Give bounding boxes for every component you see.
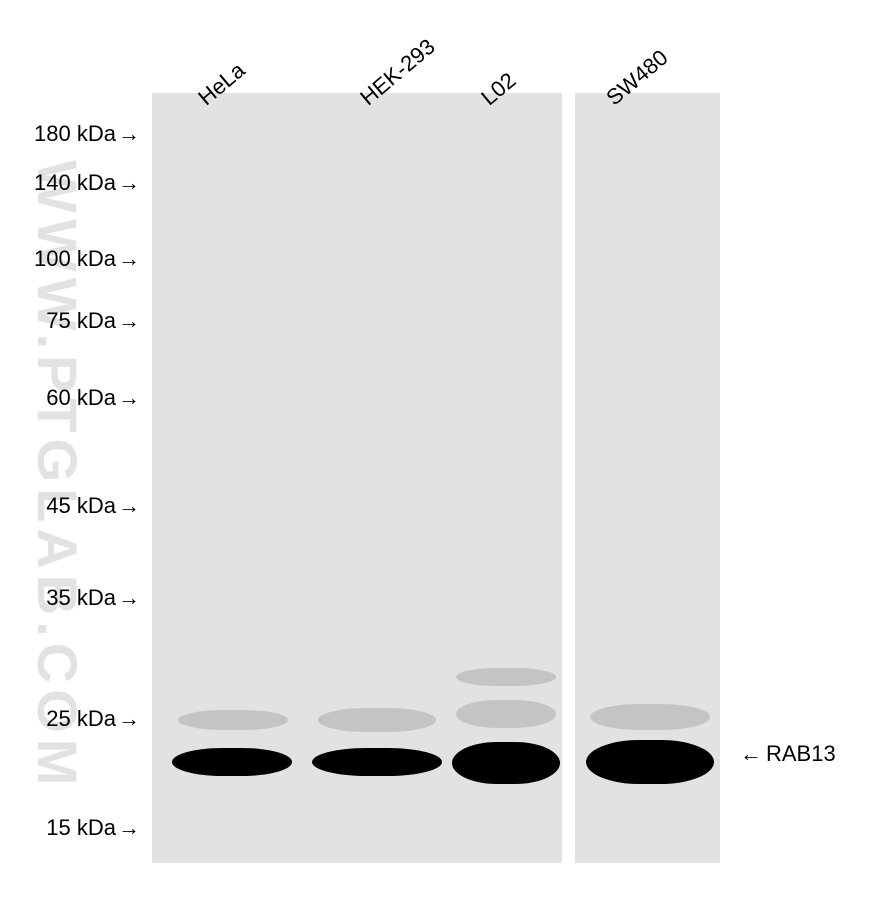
blot-band-faint: [178, 710, 288, 730]
target-name: RAB13: [766, 741, 836, 766]
arrow-right-icon: →: [118, 308, 140, 334]
mw-marker-label: 35 kDa→: [46, 585, 140, 611]
mw-marker-label: 60 kDa→: [46, 385, 140, 411]
figure-container: WWW.PTGLAB.COM 180 kDa→140 kDa→100 kDa→7…: [0, 0, 880, 903]
blot-band-faint: [456, 668, 556, 686]
arrow-right-icon: →: [118, 246, 140, 272]
arrow-right-icon: →: [118, 706, 140, 732]
blot-band-faint: [456, 700, 556, 728]
blot-band: [452, 742, 560, 784]
mw-marker-text: 75 kDa: [46, 308, 116, 333]
arrow-right-icon: →: [118, 121, 140, 147]
mw-marker-text: 180 kDa: [34, 121, 116, 146]
target-arrow-icon: ←: [740, 741, 762, 766]
mw-marker-label: 100 kDa→: [34, 246, 140, 272]
arrow-right-icon: →: [118, 385, 140, 411]
blot-band: [172, 748, 292, 776]
mw-marker-label: 180 kDa→: [34, 121, 140, 147]
mw-marker-label: 75 kDa→: [46, 308, 140, 334]
mw-marker-text: 140 kDa: [34, 170, 116, 195]
mw-marker-text: 60 kDa: [46, 385, 116, 410]
mw-marker-text: 100 kDa: [34, 246, 116, 271]
blot-band-faint: [590, 704, 710, 730]
mw-marker-label: 15 kDa→: [46, 815, 140, 841]
arrow-right-icon: →: [118, 493, 140, 519]
mw-marker-text: 25 kDa: [46, 706, 116, 731]
mw-marker-text: 35 kDa: [46, 585, 116, 610]
mw-marker-text: 45 kDa: [46, 493, 116, 518]
mw-marker-label: 45 kDa→: [46, 493, 140, 519]
mw-marker-text: 15 kDa: [46, 815, 116, 840]
target-protein-label: ←RAB13: [740, 741, 836, 767]
blot-band: [312, 748, 442, 776]
arrow-right-icon: →: [118, 815, 140, 841]
arrow-right-icon: →: [118, 585, 140, 611]
mw-marker-label: 140 kDa→: [34, 170, 140, 196]
blot-band: [586, 740, 714, 784]
mw-marker-label: 25 kDa→: [46, 706, 140, 732]
blot-band-faint: [318, 708, 436, 732]
arrow-right-icon: →: [118, 170, 140, 196]
